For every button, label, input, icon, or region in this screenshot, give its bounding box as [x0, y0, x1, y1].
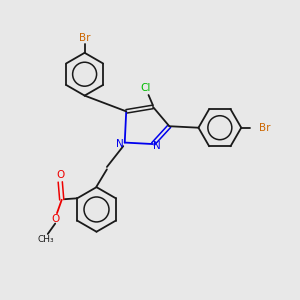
- Text: Br: Br: [79, 33, 90, 43]
- Text: Cl: Cl: [140, 83, 151, 93]
- Text: O: O: [56, 170, 64, 180]
- Text: N: N: [116, 139, 123, 149]
- Text: Br: Br: [259, 123, 271, 133]
- Text: CH₃: CH₃: [38, 235, 55, 244]
- Text: N: N: [153, 141, 160, 151]
- Text: O: O: [51, 214, 59, 224]
